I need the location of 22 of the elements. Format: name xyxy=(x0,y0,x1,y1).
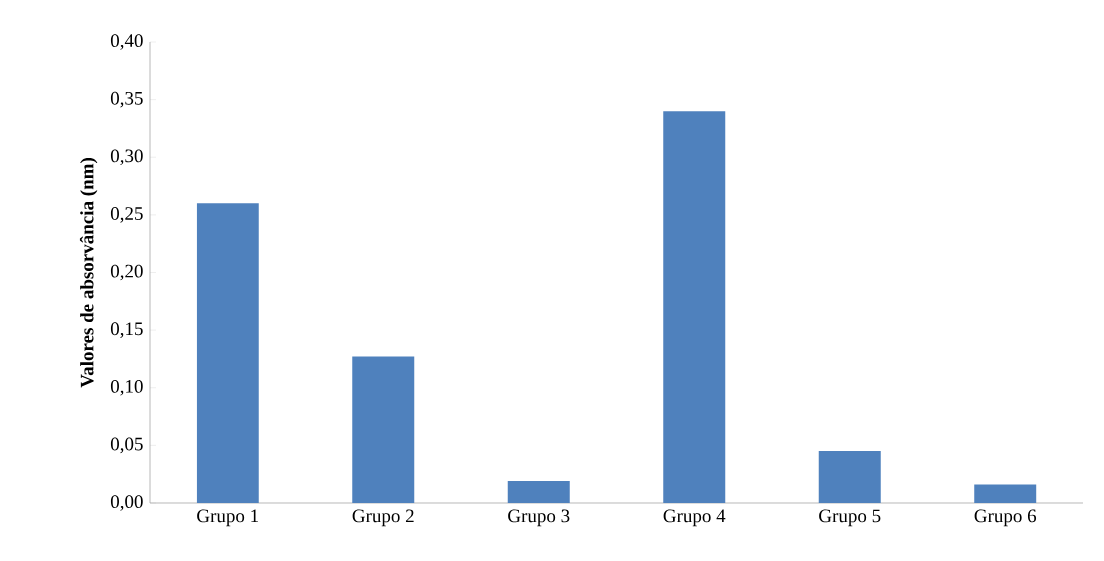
bar xyxy=(507,481,570,503)
y-tick-label: 0,40 xyxy=(110,34,143,50)
y-tick-label: 0,30 xyxy=(110,149,143,166)
x-tick-label: Grupo 1 xyxy=(197,509,259,527)
bar xyxy=(818,451,881,503)
y-tick-label: 0,20 xyxy=(110,264,143,281)
y-tick-label: 0,25 xyxy=(110,207,143,223)
y-tick-label: 0,00 xyxy=(110,495,143,511)
y-tick-label: 0,15 xyxy=(110,322,143,338)
x-tick-label: Grupo 4 xyxy=(663,509,726,527)
x-tick-label: Grupo 6 xyxy=(974,509,1037,527)
x-tick-label: Grupo 5 xyxy=(819,509,881,527)
y-tick-label: 0,35 xyxy=(110,91,143,108)
x-tick-label: Grupo 3 xyxy=(508,509,570,527)
bar xyxy=(352,356,415,503)
bar xyxy=(196,203,259,503)
bar xyxy=(974,484,1037,503)
y-tick-label: 0,10 xyxy=(110,379,143,396)
y-tick-label: 0,05 xyxy=(110,437,143,454)
x-tick-label: Grupo 2 xyxy=(352,509,414,527)
bar xyxy=(663,111,726,503)
y-axis-title: Valores de absorvância (nm) xyxy=(79,158,98,388)
